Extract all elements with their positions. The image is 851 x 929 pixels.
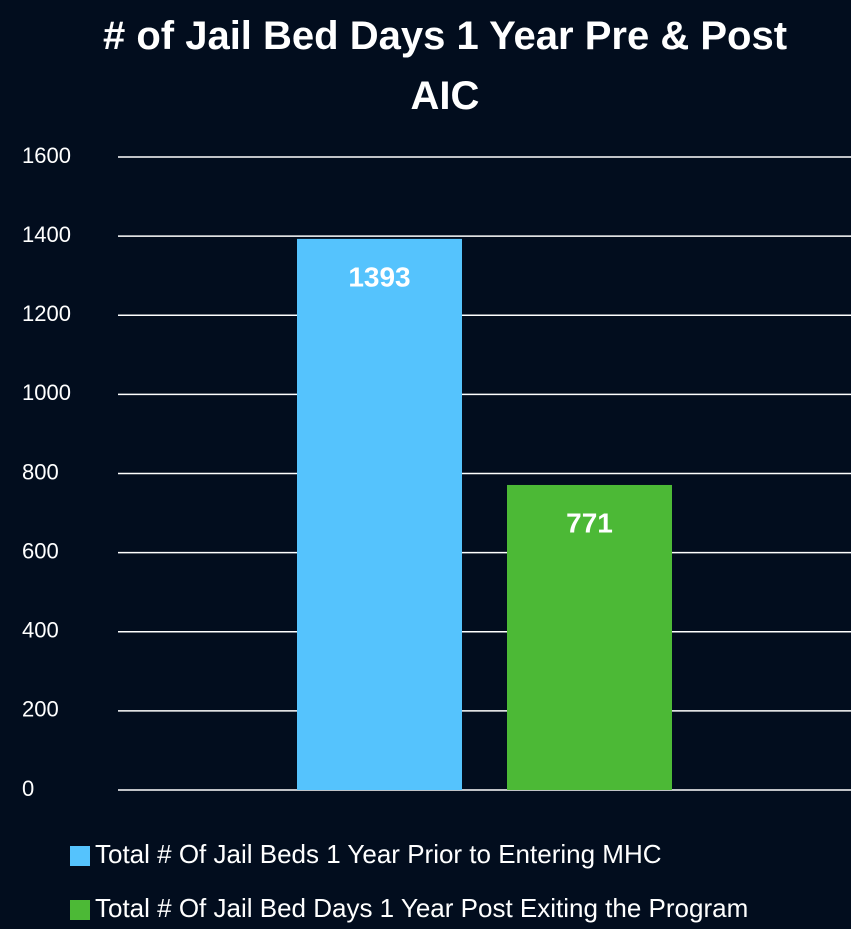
chart-title: # of Jail Bed Days 1 Year Pre & Post AIC [102, 14, 788, 118]
y-tick-label: 1600 [22, 143, 71, 168]
y-tick-label: 1400 [22, 222, 71, 247]
data-label: 1393 [348, 261, 410, 292]
data-label: 771 [566, 507, 613, 538]
legend-label: Total # Of Jail Beds 1 Year Prior to Ent… [95, 839, 662, 869]
bar [297, 238, 462, 790]
y-tick-label: 800 [22, 459, 59, 484]
y-tick-label: 1000 [22, 380, 71, 405]
legend-swatch [70, 900, 90, 920]
legend-label: Total # Of Jail Bed Days 1 Year Post Exi… [95, 893, 748, 923]
y-tick-label: 1200 [22, 301, 71, 326]
bar [507, 484, 672, 790]
y-tick-label: 200 [22, 697, 59, 722]
y-tick-label: 0 [22, 776, 34, 801]
y-tick-label: 600 [22, 538, 59, 563]
y-tick-label: 400 [22, 618, 59, 643]
legend-swatch [70, 846, 90, 866]
